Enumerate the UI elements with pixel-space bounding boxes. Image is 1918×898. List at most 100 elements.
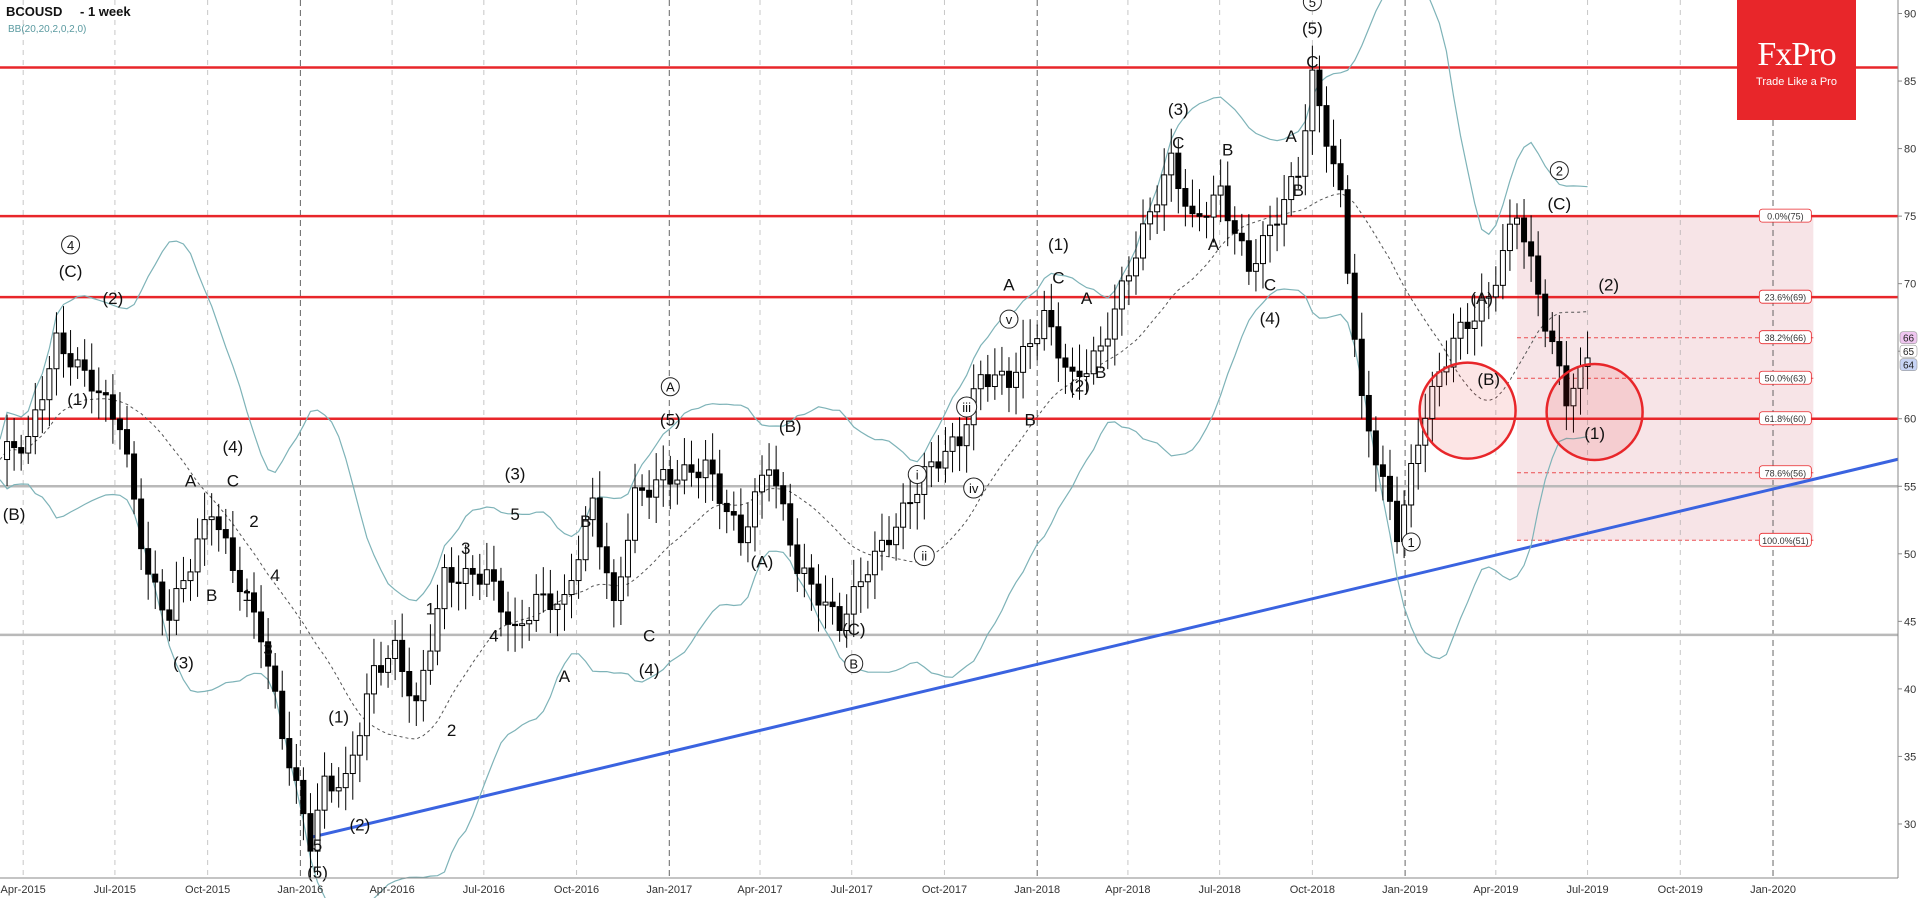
price-badge	[1899, 358, 1918, 372]
candle-bull	[1267, 224, 1274, 237]
wave-label: 4	[489, 627, 498, 646]
price-badge	[1899, 344, 1918, 358]
candle-bear	[1005, 370, 1012, 388]
candle-bull	[392, 639, 399, 659]
time-tick-label: Oct-2015	[185, 884, 230, 896]
wave-label: (2)	[103, 289, 124, 308]
candle-bear	[730, 511, 737, 516]
candle-bear	[124, 429, 131, 455]
fib-labels-layer: 0.0%(75) 23.6%(69) 38.2%(66) 50.0%(63) 61.8%…	[1758, 208, 1812, 547]
candle-bear	[300, 779, 307, 815]
candle-bear	[159, 581, 166, 611]
candle-bull	[441, 567, 448, 610]
candle-bull	[53, 332, 60, 370]
candle-bull	[561, 594, 568, 605]
bollinger-middle	[0, 193, 1588, 740]
candle-bull	[321, 775, 328, 811]
candle-bear	[984, 374, 991, 388]
price-badge-label: 66	[1903, 334, 1915, 345]
wave-label: A	[559, 667, 571, 686]
fib-label-box	[1758, 330, 1812, 345]
wave-label-circle	[660, 377, 680, 397]
candle-bear	[88, 369, 95, 392]
chart-title-timeframe: - 1 week	[80, 4, 131, 19]
candle-bull	[1132, 257, 1139, 277]
candle-bull	[1570, 387, 1577, 407]
candle-bull	[194, 538, 201, 573]
wave-label: A	[666, 380, 675, 395]
candle-bear	[1358, 338, 1365, 396]
candle-bull	[1140, 223, 1147, 259]
candle-bear	[1175, 152, 1182, 190]
candle-bull	[1041, 310, 1048, 340]
candle-bear	[1528, 241, 1535, 257]
horizontal-levels-layer	[0, 66, 1898, 637]
candle-bear	[272, 665, 279, 692]
candle-bear	[222, 529, 229, 539]
candle-bear	[1563, 365, 1570, 407]
candle-bear	[829, 601, 836, 608]
candle-bear	[18, 447, 25, 454]
time-tick-label: Apr-2019	[1473, 884, 1518, 896]
highlight-circle	[1418, 361, 1517, 460]
candle-bull	[1161, 174, 1168, 206]
price-badge	[1899, 331, 1918, 344]
wave-labels-layer: 4(C)(2)(1)(B)A(4)C2B 143(3)(1)(2)5(5)1324…	[3, 0, 1619, 882]
candle-bear	[138, 498, 145, 550]
candle-bear	[1556, 341, 1563, 367]
time-tick-label: Jan-2019	[1382, 884, 1428, 896]
price-tick-label: 55	[1904, 481, 1916, 493]
candle-bull	[1513, 217, 1520, 225]
candle-bear	[603, 546, 610, 574]
wave-label: (B)	[1477, 370, 1500, 389]
candle-bull	[1295, 175, 1302, 178]
fib-label-box	[1758, 532, 1812, 547]
candle-bear	[258, 611, 265, 643]
candle-bear	[956, 436, 963, 447]
price-tick-label: 60	[1904, 414, 1916, 426]
candle-bull	[25, 436, 32, 454]
time-tick-label: Oct-2016	[554, 884, 599, 896]
price-tick-label: 85	[1904, 76, 1916, 88]
candle-bull	[744, 526, 751, 544]
candle-bull	[1457, 321, 1464, 339]
time-tick-label: Apr-2018	[1105, 884, 1150, 896]
candle-bull	[1288, 176, 1295, 201]
candle-bear	[836, 606, 843, 632]
price-tick-label: 35	[1904, 751, 1916, 763]
candle-bear	[596, 497, 603, 548]
candle-bear	[448, 567, 455, 583]
wave-label: C	[643, 627, 655, 646]
candle-bear	[808, 567, 815, 585]
candle-bull	[420, 669, 427, 702]
highlight-circle	[1545, 362, 1644, 462]
candle-bull	[928, 461, 935, 468]
candle-bear	[1245, 240, 1252, 272]
bollinger-upper	[0, 0, 1588, 602]
candle-bear	[1062, 357, 1069, 368]
candle-bear	[780, 485, 787, 505]
candle-bear	[229, 537, 236, 571]
wave-label: 5	[510, 505, 519, 524]
candle-bull	[187, 571, 194, 582]
price-tick-label: 75	[1904, 211, 1916, 223]
candle-bear	[497, 580, 504, 613]
candle-bull	[1154, 204, 1161, 213]
time-tick-label: Oct-2017	[922, 884, 967, 896]
candle-bull	[434, 608, 441, 652]
candle-bull	[427, 650, 434, 671]
candle-bear	[1069, 366, 1076, 372]
candle-bear	[166, 609, 173, 621]
candle-bear	[716, 473, 723, 504]
wave-label: C	[227, 471, 239, 490]
candle-bull	[1309, 69, 1316, 132]
candle-bull	[568, 580, 575, 596]
circle-highlight-layer	[1418, 361, 1644, 462]
candle-bull	[582, 519, 589, 561]
candle-bull	[1168, 152, 1175, 176]
wave-label: B	[1293, 181, 1304, 200]
candle-bear	[490, 569, 497, 582]
wave-label: 1	[426, 600, 435, 619]
wave-label: (B)	[779, 417, 802, 436]
